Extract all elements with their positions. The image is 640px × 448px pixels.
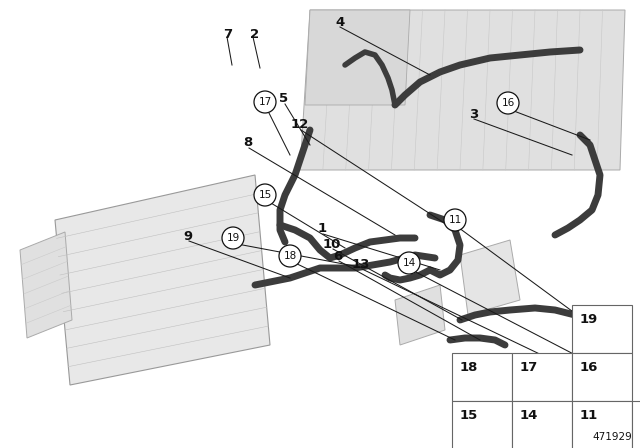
Text: 8: 8 <box>243 137 253 150</box>
Bar <box>452 353 512 401</box>
Circle shape <box>444 209 466 231</box>
Text: 3: 3 <box>469 108 479 121</box>
Text: 14: 14 <box>403 258 415 268</box>
Bar <box>632 401 640 448</box>
Polygon shape <box>55 175 270 385</box>
Circle shape <box>254 91 276 113</box>
Bar <box>572 305 632 353</box>
Bar <box>452 401 512 448</box>
Text: 4: 4 <box>335 17 344 30</box>
Text: 7: 7 <box>223 29 232 42</box>
Text: 12: 12 <box>291 119 309 132</box>
Text: 13: 13 <box>352 258 370 271</box>
Text: 14: 14 <box>520 409 538 422</box>
Bar <box>512 353 572 401</box>
Bar <box>572 353 632 401</box>
Text: 471929: 471929 <box>592 432 632 442</box>
Text: 18: 18 <box>284 251 296 261</box>
Text: 15: 15 <box>259 190 271 200</box>
Polygon shape <box>395 285 445 345</box>
Polygon shape <box>460 240 520 315</box>
Text: 17: 17 <box>520 361 538 374</box>
Bar <box>572 401 632 448</box>
Text: 16: 16 <box>580 361 598 374</box>
Text: 9: 9 <box>184 229 193 242</box>
Text: 16: 16 <box>501 98 515 108</box>
Text: 18: 18 <box>460 361 478 374</box>
Polygon shape <box>300 10 625 170</box>
Text: 19: 19 <box>227 233 239 243</box>
Circle shape <box>254 184 276 206</box>
Text: 2: 2 <box>250 29 260 42</box>
Text: 19: 19 <box>580 313 598 326</box>
Text: 11: 11 <box>580 409 598 422</box>
Circle shape <box>279 245 301 267</box>
Text: 17: 17 <box>259 97 271 107</box>
Circle shape <box>497 92 519 114</box>
Text: 10: 10 <box>323 237 341 250</box>
Circle shape <box>222 227 244 249</box>
Text: 5: 5 <box>280 92 289 105</box>
Text: 15: 15 <box>460 409 478 422</box>
Text: 11: 11 <box>449 215 461 225</box>
Text: 6: 6 <box>333 250 342 263</box>
Polygon shape <box>20 232 72 338</box>
Bar <box>512 401 572 448</box>
Circle shape <box>398 252 420 274</box>
Text: 1: 1 <box>317 223 326 236</box>
Polygon shape <box>305 10 410 105</box>
